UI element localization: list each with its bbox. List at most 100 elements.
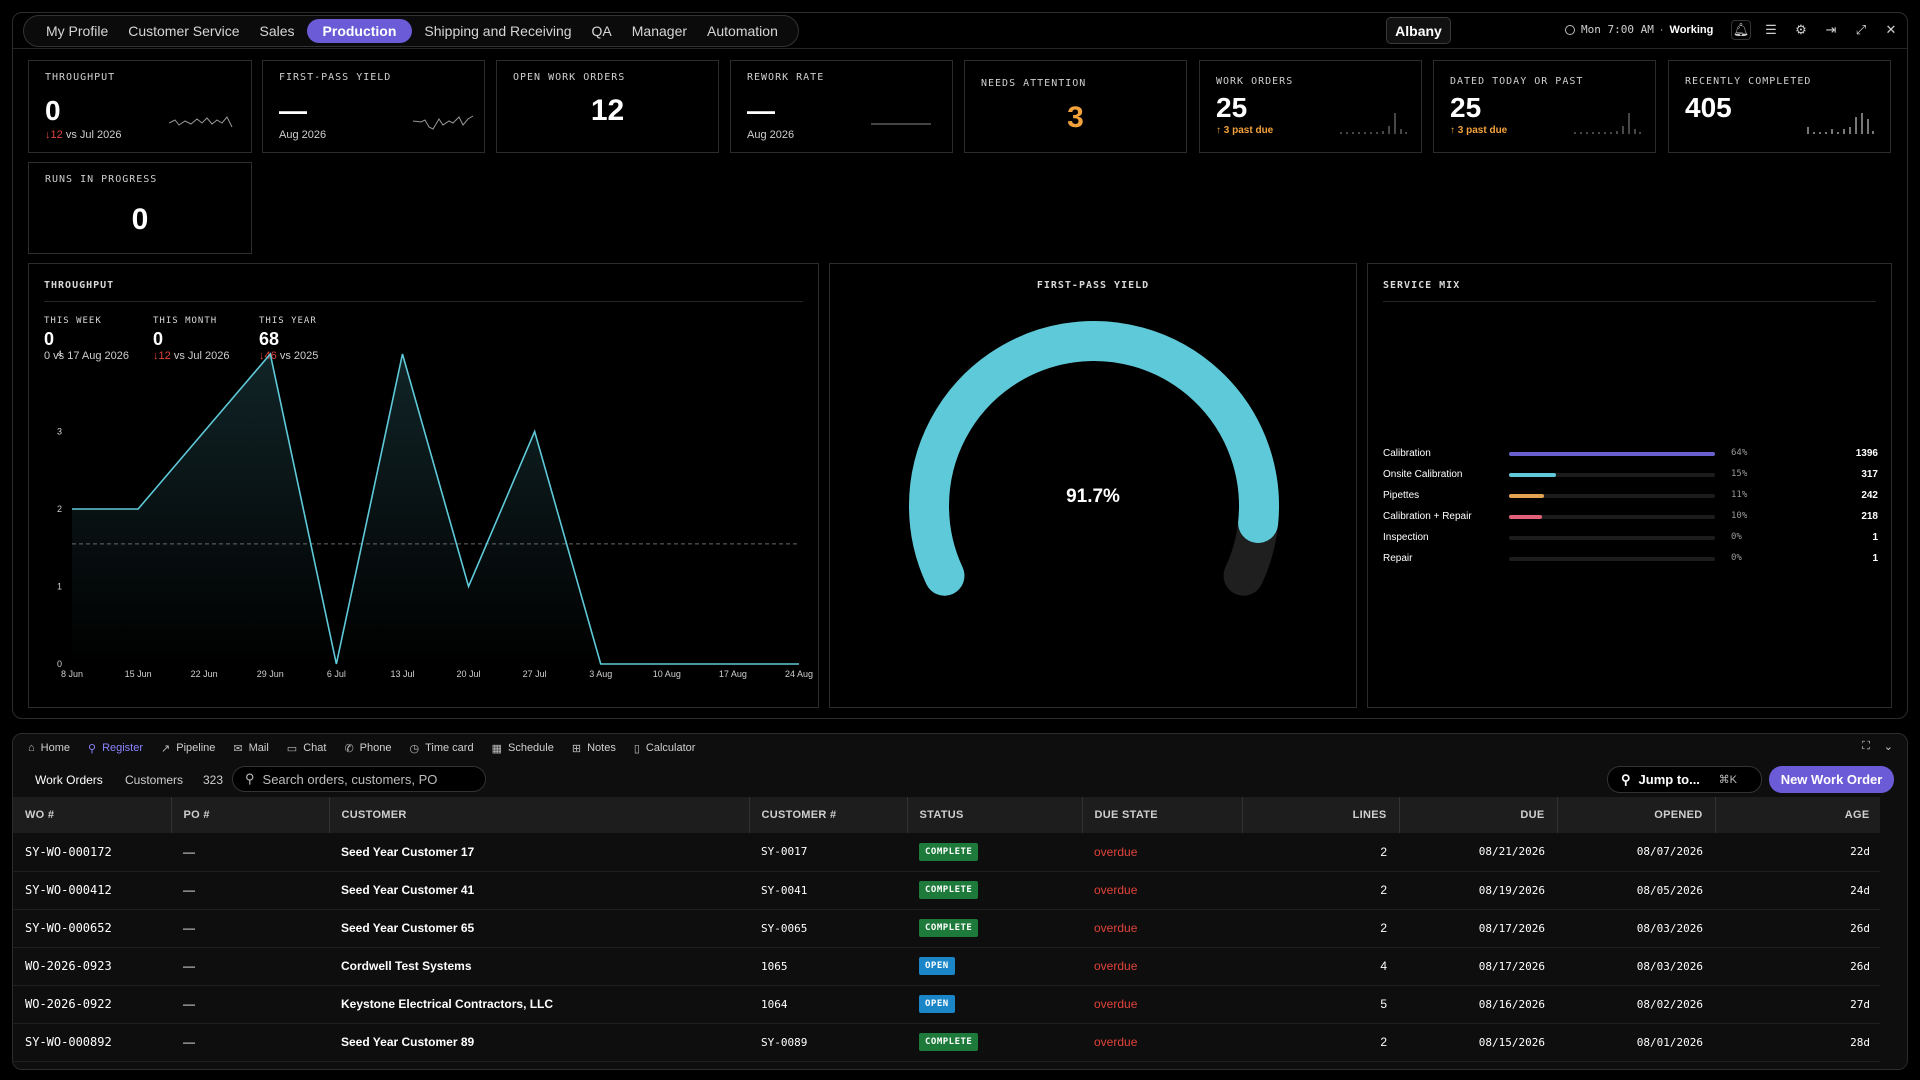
- col-due[interactable]: DUE: [1399, 797, 1558, 833]
- due-state: overdue: [1082, 947, 1242, 986]
- app-home[interactable]: ⌂ Home: [28, 742, 70, 754]
- gauge-value: 91.7%: [1066, 486, 1120, 507]
- wo-number[interactable]: WO-2026-0923: [13, 947, 171, 986]
- status-badge: OPEN: [919, 995, 955, 1013]
- runs-in-progress-card[interactable]: RUNS IN PROGRESS 0: [28, 162, 252, 254]
- service-mix-row: Repair 0% 1: [1383, 551, 1878, 567]
- app-schedule[interactable]: ▦ Schedule: [492, 742, 554, 755]
- dated-today-card[interactable]: DATED TODAY OR PAST 25 ↑ 3 past due: [1433, 60, 1656, 153]
- close-icon[interactable]: ✕: [1885, 22, 1897, 37]
- tab-manager[interactable]: Manager: [631, 23, 688, 39]
- table-row[interactable]: SY-WO-000412— Seed Year Customer 41 SY-004…: [13, 871, 1882, 910]
- service-bar-fill: [1509, 494, 1544, 498]
- customer-name[interactable]: Seed Year Customer 89: [329, 1023, 749, 1062]
- wo-number[interactable]: SY-WO-000412: [13, 871, 171, 910]
- status-cell: OPEN: [907, 985, 1082, 1024]
- sliders-icon[interactable]: ☰: [1765, 22, 1777, 37]
- customer-name[interactable]: Keystone Electrical Contractors, LLC: [329, 985, 749, 1024]
- search-placeholder: Search orders, customers, PO: [262, 771, 438, 787]
- card-sub: Aug 2026: [279, 129, 327, 141]
- col-status[interactable]: STATUS: [907, 797, 1083, 833]
- throughput-card[interactable]: THROUGHPUT 0 ↓12 vs Jul 2026: [28, 60, 252, 153]
- data-point: [269, 353, 272, 356]
- tab-sales[interactable]: Sales: [259, 23, 295, 39]
- tab-shipping-receiving[interactable]: Shipping and Receiving: [424, 23, 572, 39]
- first-pass-yield-card[interactable]: FIRST-PASS YIELD — Aug 2026: [262, 60, 485, 153]
- recently-completed-card[interactable]: RECENTLY COMPLETED 405: [1668, 60, 1891, 153]
- chevron-down-icon[interactable]: ⌄: [1883, 741, 1893, 753]
- col-opened[interactable]: OPENED: [1557, 797, 1716, 833]
- x-tick-label: 15 Jun: [125, 669, 152, 679]
- logout-icon[interactable]: ⇥: [1825, 22, 1837, 37]
- panel-title: SERVICE MIX: [1383, 280, 1461, 291]
- service-mix-row: Calibration 64% 1396: [1383, 446, 1878, 462]
- customer-name[interactable]: Seed Year Customer 41: [329, 871, 749, 910]
- table-row[interactable]: SY-WO-000892— Seed Year Customer 89 SY-008…: [13, 1023, 1882, 1062]
- app-mail[interactable]: ✉ Mail: [233, 742, 268, 755]
- tab-automation[interactable]: Automation: [707, 23, 778, 39]
- tab-qa[interactable]: QA: [591, 23, 612, 39]
- app-register[interactable]: ⚲ Register: [88, 742, 143, 755]
- customer-count: 323: [203, 773, 224, 787]
- location-selector[interactable]: Albany: [1386, 17, 1451, 44]
- wo-number[interactable]: WO-2026-0922: [13, 985, 171, 1024]
- app-label: Notes: [587, 742, 616, 754]
- table-row[interactable]: WO-2026-0923— Cordwell Test Systems 1065 OP…: [13, 947, 1882, 986]
- table-row[interactable]: WO-2026-0922— Keystone Electrical Contrac…: [13, 985, 1882, 1024]
- app-notes[interactable]: ⊞ Notes: [572, 742, 616, 755]
- service-mix-row: Calibration + Repair 10% 218: [1383, 509, 1878, 525]
- grid-icon: ⊞: [571, 742, 582, 755]
- tab-work-orders[interactable]: Work Orders: [35, 773, 103, 787]
- app-label: Schedule: [507, 742, 554, 754]
- age: 22d: [1715, 833, 1882, 872]
- app-time-card[interactable]: ◷ Time card: [409, 742, 473, 755]
- needs-attention-card[interactable]: NEEDS ATTENTION 3: [964, 60, 1187, 153]
- tab-customers[interactable]: Customers: [125, 773, 184, 787]
- due-date: 08/17/2026: [1399, 947, 1557, 986]
- customer-name[interactable]: Cordwell Test Systems: [329, 947, 749, 986]
- app-calculator[interactable]: ▯ Calculator: [634, 742, 696, 755]
- wo-number[interactable]: SY-WO-000652: [13, 909, 171, 948]
- col-age[interactable]: AGE: [1715, 797, 1883, 833]
- mail-icon: ✉: [233, 742, 243, 755]
- app-pipeline[interactable]: ↗ Pipeline: [161, 742, 215, 755]
- fullscreen-icon[interactable]: ⛶: [1862, 740, 1870, 752]
- col-customer-number[interactable]: CUSTOMER #: [749, 797, 908, 833]
- opened-date: 08/03/2026: [1557, 947, 1715, 986]
- register-toolbar: Work Orders Customers 323 ⚲ Search order…: [13, 762, 1907, 796]
- wo-number[interactable]: SY-WO-000892: [13, 1023, 171, 1062]
- app-phone[interactable]: ✆ Phone: [344, 742, 391, 755]
- col-wo[interactable]: WO #: [13, 797, 172, 833]
- app-chat[interactable]: ▭ Chat: [287, 742, 327, 755]
- table-row[interactable]: SY-WO-000172— Seed Year Customer 17 SY-001…: [13, 833, 1882, 872]
- open-work-orders-card[interactable]: OPEN WORK ORDERS 12: [496, 60, 719, 153]
- customer-name[interactable]: Seed Year Customer 65: [329, 909, 749, 948]
- stat-label: THIS MONTH: [153, 316, 218, 326]
- table-row[interactable]: SY-WO-000652— Seed Year Customer 65 SY-006…: [13, 909, 1882, 948]
- rework-rate-card[interactable]: REWORK RATE — Aug 2026: [730, 60, 953, 153]
- expand-icon[interactable]: ⤢: [1855, 22, 1867, 37]
- gear-icon[interactable]: ⚙: [1795, 22, 1807, 37]
- col-po[interactable]: PO #: [171, 797, 330, 833]
- col-customer[interactable]: CUSTOMER: [329, 797, 750, 833]
- table-scrollbar[interactable]: [1880, 797, 1907, 1069]
- customer-name[interactable]: Seed Year Customer 17: [329, 833, 749, 872]
- wo-number[interactable]: SY-WO-000172: [13, 833, 171, 872]
- tab-my-profile[interactable]: My Profile: [46, 23, 109, 39]
- work-orders-card[interactable]: WORK ORDERS 25 ↑ 3 past due: [1199, 60, 1422, 153]
- tab-customer-service[interactable]: Customer Service: [128, 23, 240, 39]
- search-input[interactable]: ⚲ Search orders, customers, PO: [232, 766, 486, 792]
- tab-production[interactable]: Production: [306, 19, 413, 43]
- service-bar-track: [1509, 557, 1715, 561]
- recently-completed-sparkline: [1807, 113, 1874, 134]
- bell-icon[interactable]: 🔔︎: [1731, 20, 1751, 40]
- search-icon: ⚲: [245, 771, 255, 786]
- col-due-state[interactable]: DUE STATE: [1082, 797, 1243, 833]
- new-work-order-button[interactable]: New Work Order: [1769, 766, 1894, 793]
- col-lines[interactable]: LINES: [1242, 797, 1400, 833]
- service-mix-row: Onsite Calibration 15% 317: [1383, 467, 1878, 483]
- card-delta: ↓12 vs Jul 2026: [45, 129, 121, 141]
- x-tick-label: 22 Jun: [191, 669, 218, 679]
- service-mix-panel: SERVICE MIX Calibration 64% 1396 Onsite Cal…: [1367, 263, 1892, 708]
- jump-to-button[interactable]: ⚲ Jump to... ⌘K: [1607, 766, 1762, 793]
